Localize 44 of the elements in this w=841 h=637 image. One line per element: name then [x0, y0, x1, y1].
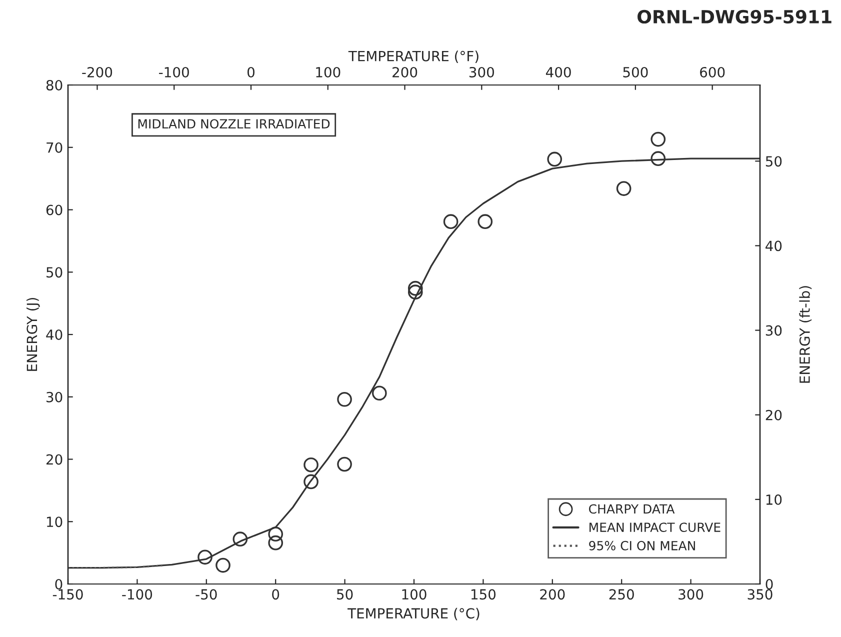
- x2-tick-label: 500: [623, 66, 648, 78]
- y-tick-label: 80: [46, 80, 62, 90]
- y2-tick-label: 0: [766, 578, 773, 590]
- y-tick-label: 30: [46, 392, 62, 402]
- y2-tick-label: 40: [766, 240, 782, 252]
- text: ORNL-DWG95-5911: [638, 10, 832, 24]
- x-tick-label: 150: [471, 589, 496, 600]
- x-tick-label: 100: [402, 589, 426, 600]
- legend-label: MEAN IMPACT CURVE: [590, 522, 720, 532]
- x2-tick-label: 400: [546, 66, 571, 78]
- y-tick-label: 20: [46, 454, 62, 465]
- x2-tick-label: 200: [392, 66, 418, 78]
- x-axis-title: TEMPERATURE (°C): [348, 608, 480, 620]
- x2-axis-title: TEMPERATURE (°F): [348, 50, 478, 63]
- x2-tick-label: 300: [469, 66, 494, 78]
- legend-label: 95% CI ON MEAN: [589, 540, 695, 550]
- x-tick-label: -150: [52, 589, 83, 600]
- x-tick-label: -50: [196, 589, 217, 600]
- x-tick-label: 250: [609, 589, 634, 600]
- y-tick-label: 60: [46, 204, 62, 216]
- y-tick-label: 50: [46, 267, 62, 278]
- legend-label: CHARPY DATA: [589, 504, 675, 514]
- x2-tick-label: 0: [247, 66, 254, 78]
- y-axis-title: ENERGY (J): [26, 298, 40, 371]
- x2-tick-label: -100: [159, 66, 189, 78]
- x-tick-label: 350: [748, 589, 772, 600]
- x-tick-label: 300: [678, 589, 704, 600]
- y2-tick-label: 50: [766, 156, 782, 167]
- x2-tick-label: 600: [700, 66, 725, 78]
- x-tick-label: 0: [272, 589, 280, 600]
- y2-tick-label: 20: [766, 410, 782, 420]
- y-tick-label: 10: [46, 516, 62, 528]
- y-tick-label: 0: [55, 578, 62, 590]
- x2-tick-label: 100: [316, 66, 340, 78]
- x2-tick-label: -200: [82, 66, 112, 78]
- y2-tick-label: 10: [766, 494, 782, 505]
- y2-axis-title: ENERGY (ft-lb): [799, 286, 812, 383]
- annotation: MIDLAND NOZZLE IRRADIATED: [138, 119, 330, 129]
- x-tick-label: -100: [122, 589, 152, 600]
- y-tick-label: 40: [46, 329, 62, 340]
- x-tick-label: 200: [540, 589, 565, 600]
- y2-tick-label: 30: [766, 325, 782, 336]
- x-tick-label: 50: [337, 589, 353, 600]
- y-tick-label: 70: [46, 142, 62, 153]
